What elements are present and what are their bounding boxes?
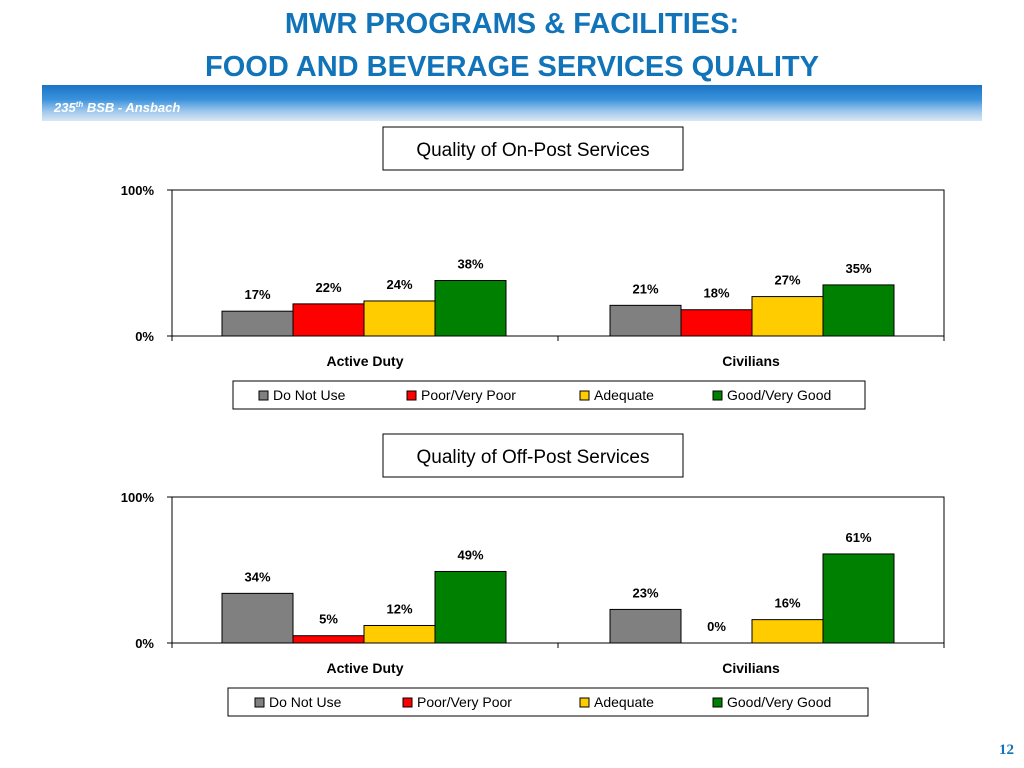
chart-title: Quality of Off-Post Services	[416, 447, 649, 468]
page-number: 12	[999, 742, 1014, 758]
x-category-label: Civilians	[722, 660, 780, 676]
bar	[609, 608, 682, 644]
legend-swatch	[579, 697, 590, 708]
bar	[434, 570, 507, 644]
legend-label: Adequate	[594, 694, 654, 710]
data-label: 61%	[845, 530, 871, 545]
unit-label: 235th BSB - Ansbach	[54, 98, 180, 115]
bar	[292, 635, 365, 644]
data-label: 17%	[244, 287, 270, 302]
legend-label: Poor/Very Poor	[417, 694, 512, 710]
data-label: 49%	[457, 547, 483, 562]
data-label: 5%	[319, 612, 338, 627]
data-label: 38%	[457, 257, 483, 272]
bar	[822, 553, 895, 644]
bar	[363, 624, 436, 644]
data-label: 12%	[386, 601, 412, 616]
off-post-chart: Quality of Off-Post Services 0% 100% Active…	[121, 433, 945, 717]
data-label: 35%	[845, 261, 871, 276]
data-label: 16%	[774, 596, 800, 611]
data-label: 24%	[386, 277, 412, 292]
chart-title-box	[382, 126, 684, 171]
data-label: 34%	[244, 569, 270, 584]
unit-label-superscript: th	[75, 100, 84, 109]
data-label: 0%	[707, 619, 726, 634]
bar	[221, 310, 294, 337]
header-banner: 235th BSB - Ansbach	[42, 85, 982, 121]
bar	[751, 296, 824, 337]
legend-swatch	[254, 697, 265, 708]
data-label: 27%	[774, 273, 800, 288]
x-category-label: Civilians	[722, 353, 780, 369]
legend-box	[227, 687, 869, 717]
data-label: 18%	[703, 286, 729, 301]
legend-box	[232, 380, 866, 410]
legend-swatch	[402, 697, 413, 708]
x-category-label: Active Duty	[326, 660, 403, 676]
data-label: 23%	[632, 585, 658, 600]
unit-label-prefix: 235	[54, 100, 76, 115]
legend-label: Do Not Use	[273, 387, 346, 403]
data-label: 21%	[632, 281, 658, 296]
bar	[609, 304, 682, 337]
data-label: 22%	[315, 280, 341, 295]
y-tick-label: 100%	[121, 490, 155, 505]
legend-label: Poor/Very Poor	[421, 387, 516, 403]
bar	[292, 303, 365, 337]
plot-area	[171, 496, 945, 644]
bar	[680, 309, 753, 337]
legend-swatch	[406, 390, 417, 401]
legend-label: Good/Very Good	[727, 387, 831, 403]
legend-label: Adequate	[594, 387, 654, 403]
legend-swatch	[712, 390, 723, 401]
legend-label: Good/Very Good	[727, 694, 831, 710]
bar	[434, 280, 507, 337]
bar	[751, 619, 824, 644]
y-tick-label: 0%	[135, 329, 154, 344]
chart-title: Quality of On-Post Services	[416, 140, 649, 161]
legend-label: Do Not Use	[269, 694, 342, 710]
y-tick-label: 100%	[121, 183, 155, 198]
page-title-line-2: FOOD AND BEVERAGE SERVICES QUALITY	[205, 51, 819, 83]
y-tick-label: 0%	[135, 636, 154, 651]
unit-label-suffix: BSB - Ansbach	[83, 100, 181, 115]
bar	[822, 284, 895, 337]
bar	[221, 592, 294, 644]
chart-title-box	[382, 433, 684, 478]
legend-swatch	[258, 390, 269, 401]
legend-swatch	[712, 697, 723, 708]
page-title-line-1: MWR PROGRAMS & FACILITIES:	[284, 8, 740, 40]
bar	[363, 300, 436, 337]
on-post-chart: Quality of On-Post Services 0% 100% Active …	[121, 126, 945, 410]
x-category-label: Active Duty	[326, 353, 403, 369]
legend-swatch	[579, 390, 590, 401]
